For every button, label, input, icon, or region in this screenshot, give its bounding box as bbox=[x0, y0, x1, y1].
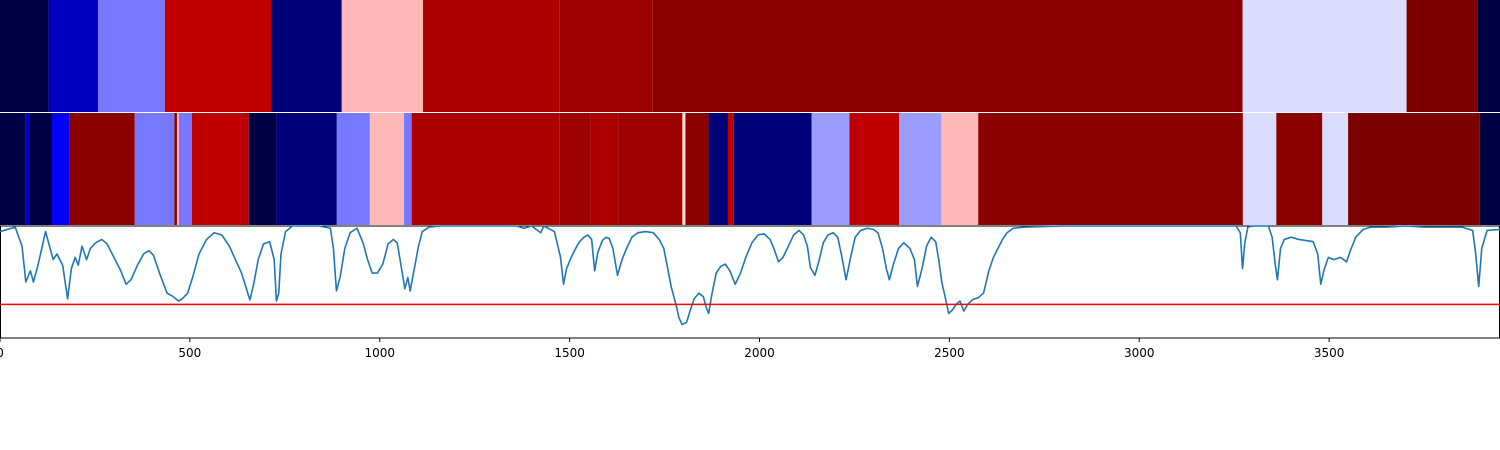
heatmap-segment bbox=[404, 113, 412, 225]
heatmap-segment bbox=[369, 113, 405, 225]
heatmap-segment bbox=[1276, 113, 1323, 225]
heatmap-segment bbox=[164, 0, 272, 112]
heatmap-segment bbox=[97, 0, 165, 112]
heatmap-segment bbox=[682, 113, 686, 225]
heatmap-segment bbox=[811, 113, 850, 225]
line-plot-frame bbox=[0, 225, 1500, 339]
heatmap-segment bbox=[411, 113, 560, 225]
x-tick-label: 2500 bbox=[934, 346, 965, 360]
heatmap-segment bbox=[191, 113, 249, 225]
x-tick-label: 3500 bbox=[1314, 346, 1345, 360]
heatmap-track-2 bbox=[0, 113, 1500, 225]
heatmap-segment bbox=[1242, 0, 1407, 112]
heatmap-segment bbox=[618, 113, 683, 225]
heatmap-segment bbox=[849, 113, 900, 225]
heatmap-segment bbox=[341, 0, 424, 112]
heatmap-segment bbox=[685, 113, 709, 225]
heatmap-segment bbox=[1479, 113, 1500, 225]
heatmap-segment bbox=[276, 113, 337, 225]
heatmap-segment bbox=[899, 113, 942, 225]
x-axis: 0 500 1000 1500 2000 2500 3000 3500 bbox=[0, 338, 1344, 360]
heatmap-track-1 bbox=[0, 0, 1500, 112]
heatmap-segment bbox=[559, 0, 653, 112]
heatmap-segment bbox=[559, 113, 591, 225]
heatmap-segment bbox=[708, 113, 728, 225]
heatmap-segment bbox=[48, 0, 98, 112]
heatmap-segment bbox=[1477, 0, 1500, 112]
heatmap-segment bbox=[1322, 113, 1349, 225]
x-tick-label: 3000 bbox=[1124, 346, 1155, 360]
heatmap-segment bbox=[0, 113, 26, 225]
x-tick-label: 500 bbox=[178, 346, 201, 360]
heatmap-segment bbox=[178, 113, 192, 225]
heatmap-segment bbox=[271, 0, 342, 112]
heatmap-segment bbox=[30, 113, 53, 225]
heatmap-segment bbox=[69, 113, 135, 225]
heatmap-segment bbox=[590, 113, 619, 225]
heatmap-segment bbox=[1242, 113, 1277, 225]
heatmap-segment bbox=[652, 0, 1243, 112]
heatmap-segment bbox=[176, 113, 179, 225]
x-tick-label: 2000 bbox=[744, 346, 775, 360]
heatmap-segment bbox=[134, 113, 175, 225]
heatmap-segment bbox=[941, 113, 979, 225]
heatmap-segment bbox=[1406, 0, 1478, 112]
x-tick-label: 1000 bbox=[364, 346, 395, 360]
heatmap-segment bbox=[978, 113, 1243, 225]
signal-line bbox=[0, 225, 1500, 326]
x-tick-label: 0 bbox=[0, 346, 4, 360]
heatmap-segment bbox=[423, 0, 560, 112]
heatmap-segment bbox=[1348, 113, 1480, 225]
line-plot-panel bbox=[0, 225, 1500, 339]
x-tick-label: 1500 bbox=[554, 346, 585, 360]
heatmap-segment bbox=[248, 113, 277, 225]
heatmap-segment bbox=[727, 113, 734, 225]
heatmap-segment bbox=[0, 0, 49, 112]
heatmap-segment bbox=[25, 113, 30, 225]
heatmap-segment bbox=[733, 113, 812, 225]
heatmap-segment bbox=[174, 113, 177, 225]
heatmap-segment bbox=[52, 113, 70, 225]
heatmap-segment bbox=[336, 113, 370, 225]
